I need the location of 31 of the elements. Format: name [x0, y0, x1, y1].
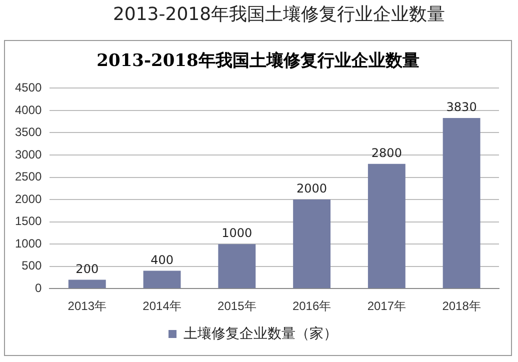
y-tick-label: 1500 [14, 214, 42, 228]
x-tick-label: 2018年 [442, 299, 481, 314]
data-label: 3830 [446, 100, 477, 114]
data-label: 200 [76, 262, 99, 276]
data-label: 400 [150, 252, 174, 267]
x-tick-label: 2015年 [218, 299, 256, 314]
data-label: 2000 [296, 182, 328, 196]
bar [68, 280, 106, 288]
chart-subtitle: 2013-2018年我国土壤修复行业企业数量 [96, 50, 420, 73]
bar [293, 200, 331, 288]
y-tick-label: 1000 [14, 236, 42, 250]
y-tick-label: 3000 [14, 147, 42, 162]
y-tick-label: 0 [35, 280, 42, 295]
y-tick-label: 4000 [14, 102, 42, 117]
x-tick-label: 2013年 [68, 299, 106, 314]
bar [143, 270, 181, 288]
y-tick-label: 4500 [14, 80, 42, 95]
y-tick-label: 500 [22, 258, 42, 273]
bar [368, 164, 406, 288]
data-label: 1000 [222, 226, 252, 240]
bar [442, 118, 480, 288]
chart-title: 2013-2018年我国土壤修复行业企业数量 [112, 3, 446, 27]
x-tick-label: 2017年 [367, 299, 406, 314]
y-tick-label: 2000 [14, 192, 42, 206]
x-tick-label: 2014年 [142, 299, 182, 314]
bar [218, 244, 256, 288]
data-label: 2800 [371, 146, 402, 160]
x-tick-label: 2016年 [292, 299, 332, 314]
legend-label: 土壤修复企业数量（家） [184, 324, 338, 341]
y-tick-label: 2500 [14, 170, 42, 184]
y-tick-label: 3500 [14, 125, 42, 140]
